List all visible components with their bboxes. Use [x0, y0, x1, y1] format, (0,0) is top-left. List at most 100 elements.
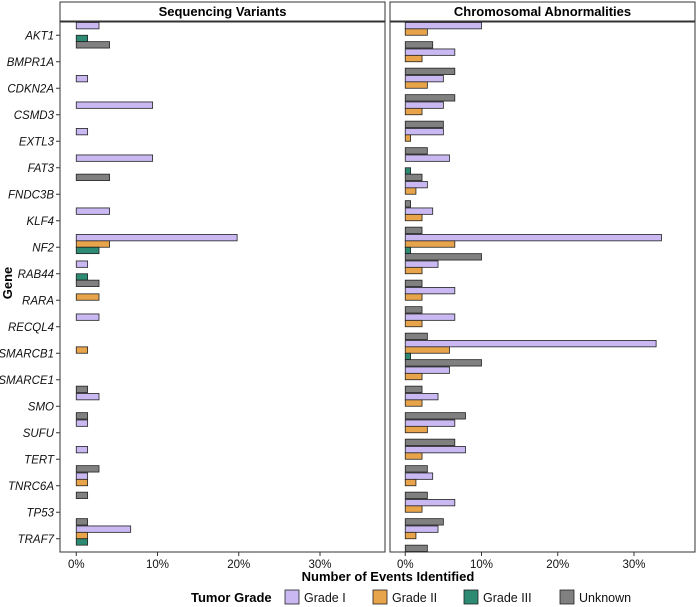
bar-nf2-grade-ii	[75, 240, 110, 248]
gene-label-nf2: NF2	[32, 242, 54, 254]
bar-tert-grade-ii	[404, 452, 423, 460]
bar-rab44-grade-i	[404, 260, 439, 268]
bar-rab44-grade-i	[75, 260, 89, 268]
bar-rab44-grade-iii	[75, 273, 89, 281]
bar-fndc3b-grade-ii	[404, 187, 417, 195]
legend: Tumor Grade Grade I Grade II Grade III Unkn…	[191, 589, 631, 605]
bar-rab44-grade-ii	[404, 266, 423, 275]
bar-fndc3b-grade-i	[404, 181, 428, 189]
gene-label-sufu: SUFU	[23, 428, 55, 440]
gene-label-smo: SMO	[28, 401, 54, 413]
bar-tnrc6a-grade-i	[404, 472, 434, 480]
bar-sufu-grade-ii	[404, 425, 428, 434]
axis-titles: Number of Events Identified Gene	[0, 267, 474, 584]
bar-traf7-grade-ii	[404, 531, 417, 540]
bar-nf2-grade-iii	[404, 246, 411, 255]
bar-smarcb1-unknown	[404, 359, 482, 367]
gene-label-smarcb1: SMARCB1	[0, 348, 54, 360]
gene-label-klf4: KLF4	[27, 216, 55, 228]
gene-label-traf7: TRAF7	[18, 534, 55, 546]
bar-tnrc6a-grade-i	[75, 472, 89, 480]
legend-key-grade-iii	[463, 589, 479, 605]
bar-tp53-unknown	[404, 518, 444, 526]
bar-nf2-grade-i	[404, 234, 662, 242]
bar-fat3-grade-i	[404, 154, 450, 162]
panel-sequencing-variants: Sequencing Variants 0% 10% 20% 30%	[59, 1, 386, 571]
panel-title: Chromosomal Abnormalities	[454, 4, 631, 19]
gene-label-smarce1: SMARCE1	[0, 375, 54, 387]
gene-label-akt1: AKT1	[24, 30, 54, 42]
panel-strip	[59, 1, 386, 22]
gene-label-csmd3: CSMD3	[14, 110, 55, 122]
x-tick-label: 0%	[397, 559, 414, 571]
bar-rab44-unknown	[75, 279, 100, 287]
bar-smarcb1-grade-iii	[404, 352, 411, 361]
panel-chromosomal-abnormalities: Chromosomal Abnormalities 0% 10% 20% 30%	[389, 1, 696, 571]
bar-recql4-unknown	[404, 332, 428, 340]
bar-klf4-unknown	[404, 226, 423, 234]
bar-klf4-grade-i	[75, 207, 110, 215]
bar-akt1-grade-ii	[404, 28, 428, 36]
bar-smo-grade-i	[75, 393, 100, 401]
x-tick-label: 0%	[68, 559, 85, 571]
bar-tnrc6a-grade-ii	[75, 478, 89, 487]
bar-fat3-grade-iii	[404, 167, 411, 175]
bar-traf7-grade-i	[75, 525, 132, 533]
bar-traf7-grade-iii	[75, 538, 89, 546]
bar-sufu-grade-i	[75, 419, 89, 427]
legend-title: Tumor Grade	[191, 590, 272, 605]
gene-label-bmpr1a: BMPR1A	[7, 57, 55, 69]
bar-tert-grade-i	[404, 446, 466, 454]
bar-smarce1-unknown	[75, 385, 89, 393]
gene-label-recql4: RECQL4	[8, 322, 54, 334]
x-tick-label: 20%	[227, 559, 250, 571]
bar-traf7-unknown	[404, 544, 428, 552]
bar-cdkn2a-grade-i	[404, 75, 444, 83]
x-tick-label: 30%	[308, 559, 331, 571]
bar-klf4-grade-ii	[404, 213, 423, 222]
bar-tnrc6a-unknown	[75, 491, 89, 499]
bar-akt1-grade-iii	[75, 34, 89, 43]
bar-rara-grade-ii	[404, 293, 423, 301]
legend-label-grade-i: Grade I	[304, 591, 346, 605]
bar-recql4-grade-i	[404, 313, 456, 321]
bar-cdkn2a-grade-i	[75, 75, 89, 83]
bar-fat3-grade-i	[75, 154, 154, 162]
panel-frame	[389, 21, 696, 553]
bar-csmd3-grade-ii	[404, 107, 423, 116]
bar-recql4-grade-i	[75, 313, 100, 321]
bar-smo-unknown	[75, 412, 89, 420]
legend-label-grade-iii: Grade III	[483, 591, 532, 605]
bar-cdkn2a-unknown	[404, 94, 456, 102]
legend-label-grade-ii: Grade II	[392, 591, 437, 605]
bar-recql4-grade-ii	[404, 319, 423, 328]
gene-label-tnrc6a: TNRC6A	[8, 481, 54, 493]
panel-strip	[389, 1, 696, 22]
bar-smo-unknown	[404, 412, 466, 420]
gene-label-rara: RARA	[22, 295, 54, 307]
bar-smarcb1-grade-i	[404, 340, 657, 348]
bar-smarce1-grade-i	[404, 366, 450, 374]
bar-cdkn2a-grade-ii	[404, 81, 428, 89]
bar-rara-grade-i	[404, 287, 456, 295]
bar-tnrc6a-grade-ii	[404, 478, 417, 487]
gene-label-rab44: RAB44	[18, 269, 54, 281]
bar-tert-grade-i	[75, 446, 89, 454]
bar-tp53-grade-i	[404, 499, 456, 507]
bar-akt1-unknown	[75, 41, 110, 49]
legend-key-unknown	[559, 589, 575, 605]
x-tick-label: 30%	[622, 559, 645, 571]
bar-extl3-grade-i	[404, 128, 444, 136]
legend-key-grade-i	[284, 589, 300, 605]
x-axis-title: Number of Events Identified	[302, 569, 475, 584]
bar-smarcb1-grade-ii	[75, 346, 89, 354]
bar-smarce1-unknown	[404, 385, 423, 393]
gene-axis: AKT1 BMPR1A CDKN2A CSMD3 EXTL3 FAT3 FNDC3B KLF4…	[0, 30, 60, 546]
gene-label-fndc3b: FNDC3B	[8, 189, 54, 201]
bar-smarcb1-grade-ii	[404, 346, 450, 354]
panel-frame	[59, 21, 386, 553]
bar-bmpr1a-grade-i	[404, 48, 456, 56]
bar-fndc3b-unknown	[404, 200, 411, 208]
bar-sufu-grade-i	[404, 419, 456, 427]
